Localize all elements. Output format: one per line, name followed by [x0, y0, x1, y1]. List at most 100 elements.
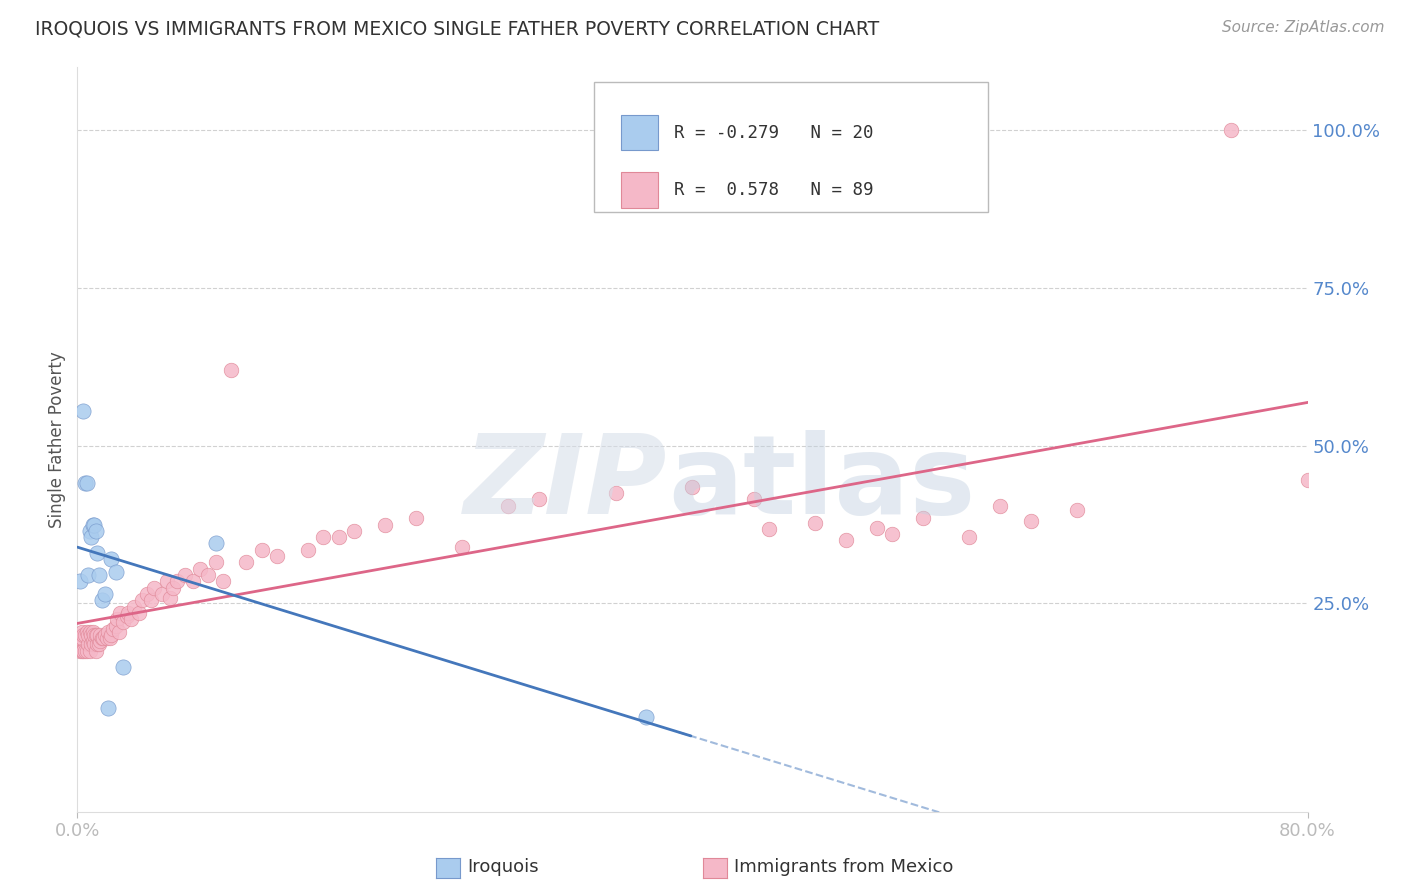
- Point: [90, 593, 114, 607]
- Point: [496, 499, 519, 513]
- Point: [682, 480, 704, 494]
- Point: [94, 628, 117, 642]
- Text: R =  0.578   N = 89: R = 0.578 N = 89: [673, 181, 873, 199]
- Point: [77, 568, 100, 582]
- Point: [76, 624, 98, 639]
- Point: [112, 615, 135, 630]
- Point: [83, 628, 105, 642]
- Point: [527, 492, 550, 507]
- Point: [94, 587, 117, 601]
- Point: [98, 631, 121, 645]
- Point: [84, 628, 107, 642]
- Point: [204, 555, 226, 569]
- Point: [328, 530, 350, 544]
- Point: [77, 637, 100, 651]
- Text: Immigrants from Mexico: Immigrants from Mexico: [734, 858, 953, 876]
- Point: [197, 568, 219, 582]
- Point: [79, 644, 101, 658]
- Point: [86, 546, 108, 560]
- Text: Iroquois: Iroquois: [467, 858, 538, 876]
- Point: [105, 612, 128, 626]
- Point: [80, 637, 103, 651]
- Point: [84, 524, 107, 538]
- Point: [181, 574, 204, 589]
- Point: [82, 624, 104, 639]
- Point: [117, 606, 139, 620]
- Point: [82, 634, 104, 648]
- Point: [104, 618, 127, 632]
- Point: [100, 552, 122, 566]
- Point: [343, 524, 366, 538]
- Point: [79, 524, 101, 538]
- Point: [70, 631, 93, 645]
- Point: [112, 659, 135, 673]
- Point: [86, 628, 108, 642]
- Point: [1019, 514, 1042, 528]
- Point: [73, 644, 96, 658]
- Point: [1066, 503, 1088, 517]
- Point: [100, 628, 122, 642]
- Point: [835, 533, 858, 548]
- Point: [80, 530, 103, 544]
- Point: [235, 555, 257, 569]
- Point: [73, 476, 96, 491]
- Bar: [621, 172, 658, 208]
- Point: [72, 644, 94, 658]
- Point: [174, 568, 197, 582]
- Point: [605, 486, 627, 500]
- Y-axis label: Single Father Poverty: Single Father Poverty: [48, 351, 66, 528]
- Point: [128, 606, 150, 620]
- Point: [72, 404, 94, 418]
- Point: [141, 593, 163, 607]
- Point: [97, 700, 120, 714]
- Point: [166, 574, 188, 589]
- Point: [87, 637, 110, 651]
- Point: [1219, 123, 1241, 137]
- Text: ZIP: ZIP: [464, 431, 668, 538]
- Text: Source: ZipAtlas.com: Source: ZipAtlas.com: [1222, 20, 1385, 35]
- Point: [110, 606, 132, 620]
- Point: [86, 637, 108, 651]
- FancyBboxPatch shape: [595, 82, 988, 212]
- Point: [70, 624, 93, 639]
- Point: [101, 622, 124, 636]
- Point: [96, 631, 118, 645]
- Point: [450, 540, 472, 554]
- Point: [131, 593, 153, 607]
- Point: [162, 581, 184, 595]
- Point: [79, 624, 101, 639]
- Point: [70, 644, 93, 658]
- Point: [93, 631, 115, 645]
- Point: [155, 574, 177, 589]
- Point: [120, 612, 142, 626]
- Point: [636, 710, 658, 724]
- Point: [135, 587, 157, 601]
- Point: [72, 628, 94, 642]
- Text: atlas: atlas: [668, 431, 976, 538]
- Point: [80, 628, 103, 642]
- Point: [159, 591, 181, 606]
- Point: [312, 530, 335, 544]
- Point: [742, 492, 765, 507]
- Point: [69, 574, 91, 589]
- Point: [122, 599, 145, 614]
- Point: [150, 587, 173, 601]
- Point: [69, 631, 91, 645]
- Point: [1296, 473, 1319, 487]
- Point: [73, 628, 96, 642]
- Point: [882, 527, 904, 541]
- Point: [219, 363, 242, 377]
- Point: [204, 536, 226, 550]
- Point: [912, 511, 935, 525]
- Point: [108, 624, 131, 639]
- Point: [82, 517, 104, 532]
- Point: [250, 542, 273, 557]
- Text: IROQUOIS VS IMMIGRANTS FROM MEXICO SINGLE FATHER POVERTY CORRELATION CHART: IROQUOIS VS IMMIGRANTS FROM MEXICO SINGL…: [35, 20, 879, 38]
- Point: [804, 516, 827, 530]
- Point: [143, 581, 166, 595]
- Point: [76, 644, 98, 658]
- Point: [988, 499, 1011, 513]
- Point: [76, 476, 98, 491]
- Point: [83, 637, 105, 651]
- Point: [374, 517, 396, 532]
